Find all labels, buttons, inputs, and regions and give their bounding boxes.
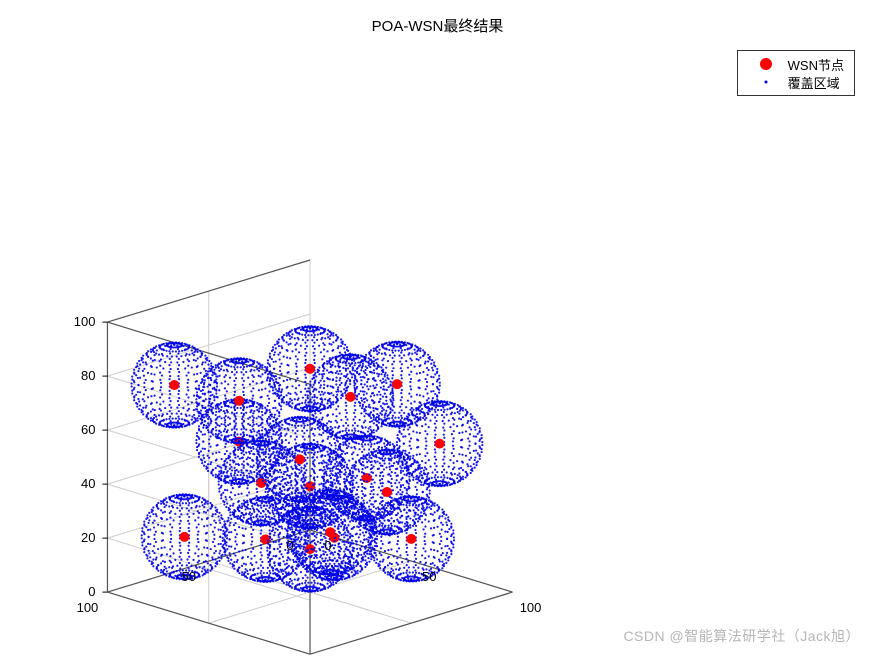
chart-title: POA-WSN最终结果 xyxy=(0,15,875,36)
legend-label-nodes: WSN节点 xyxy=(784,55,844,74)
legend: WSN节点 覆盖区域 xyxy=(737,50,855,96)
legend-entry-nodes: WSN节点 xyxy=(748,55,844,73)
legend-swatch-coverage xyxy=(748,75,784,89)
legend-swatch-nodes xyxy=(748,57,784,71)
chart-3d-container: POA-WSN最终结果 020406080100050100050100 WSN… xyxy=(0,0,875,656)
watermark-text: CSDN @智能算法研学社（Jack旭） xyxy=(623,626,860,646)
legend-entry-coverage: 覆盖区域 xyxy=(748,73,844,91)
legend-label-coverage: 覆盖区域 xyxy=(784,73,840,92)
chart-svg: 020406080100050100050100 xyxy=(0,0,875,656)
